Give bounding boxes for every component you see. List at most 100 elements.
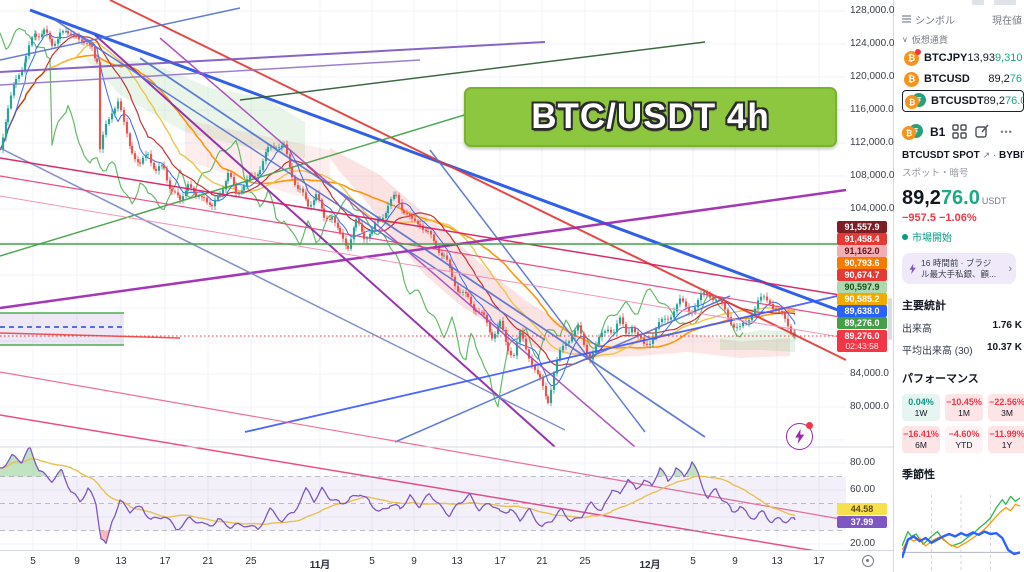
watchlist-header-value: 現在値 [992,15,1022,27]
compose-icon[interactable] [975,124,991,140]
price-label-chip: 91,557.9 [837,221,887,233]
time-axis-label: 13 [771,556,783,567]
time-axis-label: 17 [813,556,825,567]
stat-row-volume: 出来高 1.76 K [902,320,1022,335]
price-change: −957.5 −1.06% [902,212,977,224]
price-axis-label: 112,000.0 [850,137,894,148]
price-label-chip: 90,585.2 [837,293,887,305]
chevron-down-icon: ∨ [902,34,908,44]
price-label-chip: 91,162.0 [837,245,887,257]
watchlist-row-btcusd[interactable]: ₿ BTCUSD 89,276 [902,69,1024,89]
price-axis-label: 80.00 [850,457,876,468]
btc-usdt-pair-icon: ₮ ₿ [905,93,926,109]
perf-cell-6m[interactable]: −16.41% 6M [902,426,940,453]
price-axis-label: 60.00 [850,484,876,495]
time-axis-label: 25 [245,556,257,567]
time-axis-label: 12月 [639,560,661,571]
time-axis-label: 5 [690,556,696,567]
price-axis-label: 20.00 [850,538,876,549]
toolbar-fragment [902,0,1024,8]
symbol-label: BTCJPY [924,52,968,64]
last-price: 89,276.0 USDT [902,187,1007,209]
performance-title: パフォーマンス [902,373,979,385]
price-chart[interactable] [0,0,893,550]
time-axis-label: 21 [202,556,214,567]
time-axis-label: 5 [369,556,375,567]
time-axis-label: 11月 [309,560,331,571]
price-label-chip: 89,276.0 02:43:58 [837,330,887,352]
price-label-chip: 44.58 [837,503,887,515]
time-axis-label: 17 [494,556,506,567]
perf-cell-1w[interactable]: 0.04% 1W [902,394,940,421]
symbol-price: 89,276 [988,73,1022,85]
price-label-chip: 89,638.0 [837,305,887,317]
price-axis-label: 108,000.0 [850,170,895,181]
scrollbar-thumb[interactable] [888,298,892,340]
symbol-full-title[interactable]: BTCUSDT SPOT ↗ · BYBIT [902,150,1024,161]
perf-cell-1y[interactable]: −11.99% 1Y [988,426,1024,453]
price-label-chip: 89,276.0 [837,317,887,329]
symbol-label: BTCUSD [924,73,970,85]
time-axis-label: 17 [159,556,171,567]
watchlist-header: シンボル 現在値 [902,10,1024,28]
time-axis-label: 21 [536,556,548,567]
exchange-label: BYBIT [999,150,1024,161]
grid-layout-icon[interactable] [952,124,968,140]
currency-unit: USDT [981,196,1007,206]
symbol-price: 89,276.0 [983,95,1024,107]
symbol-short-name: B1 [930,125,946,139]
seasonality-title: 季節性 [902,469,935,481]
price-axis[interactable]: 128,000.0 124,000.0 120,000.0 116,000.0 112,… [837,0,895,550]
perf-cell-3m[interactable]: −22.56% 3M [988,394,1024,421]
watchlist-row-btcusdt[interactable]: ₮₿ BTCUSDT 89,276.0 [902,90,1024,112]
price-axis-label: 124,000.0 [850,38,895,49]
key-stats-title: 主要統計 [902,300,946,312]
watchlist-header-symbol: シンボル [915,15,955,27]
price-axis-label: 128,000.0 [850,5,895,16]
price-axis-label: 116,000.0 [850,104,894,115]
countdown-timer: 02:43:58 [845,341,879,351]
price-label-chip: 91,458.4 [837,233,887,245]
time-axis-label: 9 [411,556,417,567]
btc-usdt-pair-icon: ₮ ₿ [902,124,923,140]
stat-row-avg-volume: 平均出来高 (30) 10.37 K [902,342,1022,357]
time-axis-label: 9 [732,556,738,567]
price-axis-label: 104,000.0 [850,203,895,214]
time-axis-label: 25 [579,556,591,567]
market-type-label: スポット・暗号 [902,168,969,179]
chevron-right-icon: › [1008,262,1012,275]
perf-cell-ytd[interactable]: −4.60% YTD [945,426,983,453]
price-label-chip: 37.99 [837,516,887,528]
alert-badge [915,48,921,55]
time-axis-label: 5 [30,556,36,567]
banner-label: BTC/USDT 4h [531,97,770,136]
perf-cell-1m[interactable]: −10.45% 1M [945,394,983,421]
flash-news-icon[interactable] [786,422,813,450]
external-link-icon[interactable]: ↗ [982,150,991,160]
time-axis-label: 9 [74,556,80,567]
news-headline-pill[interactable]: 16 時間前 · ブラジ ル最大手私銀、顧... › [902,253,1016,284]
price-axis-label: 84,000.0 [850,368,889,379]
time-axis-label: 13 [115,556,127,567]
symbol-price: 13,939,310 [967,52,1023,64]
performance-grid: 0.04% 1W −10.45% 1M −22.56% 3M −16.41% 6M −4… [902,394,1024,453]
scales-settings-icon[interactable] [862,555,874,567]
more-options-icon[interactable]: ••• [1000,127,1013,137]
price-label-chip: 90,674.7 [837,269,887,281]
lightning-icon [909,263,916,274]
btc-icon: ₿ [904,71,919,87]
list-icon [902,15,911,23]
symbol-banner: BTC/USDT 4h [464,87,837,147]
notification-dot [806,422,813,429]
price-label-chip: 90,793.6 [837,257,887,269]
symbol-label: BTCUSDT [931,95,984,107]
watchlist-group-crypto[interactable]: ∨ 仮想通貨 [902,31,1024,47]
watchlist-row-btcjpy[interactable]: ₿ BTCJPY 13,939,310 [902,48,1024,68]
chart-pane[interactable]: BTC/USDT 4h [0,0,893,550]
price-axis-label: 80,000.0 [850,401,889,412]
symbol-detail-header: ₮ ₿ B1 ••• [902,122,1024,142]
group-label: 仮想通貨 [911,34,948,45]
price-label-chip: 90,597.9 [837,281,887,293]
time-axis[interactable]: 5 9 13 17 21 25 11月 5 9 13 17 21 25 12月 5 9 13 17 [0,550,893,572]
